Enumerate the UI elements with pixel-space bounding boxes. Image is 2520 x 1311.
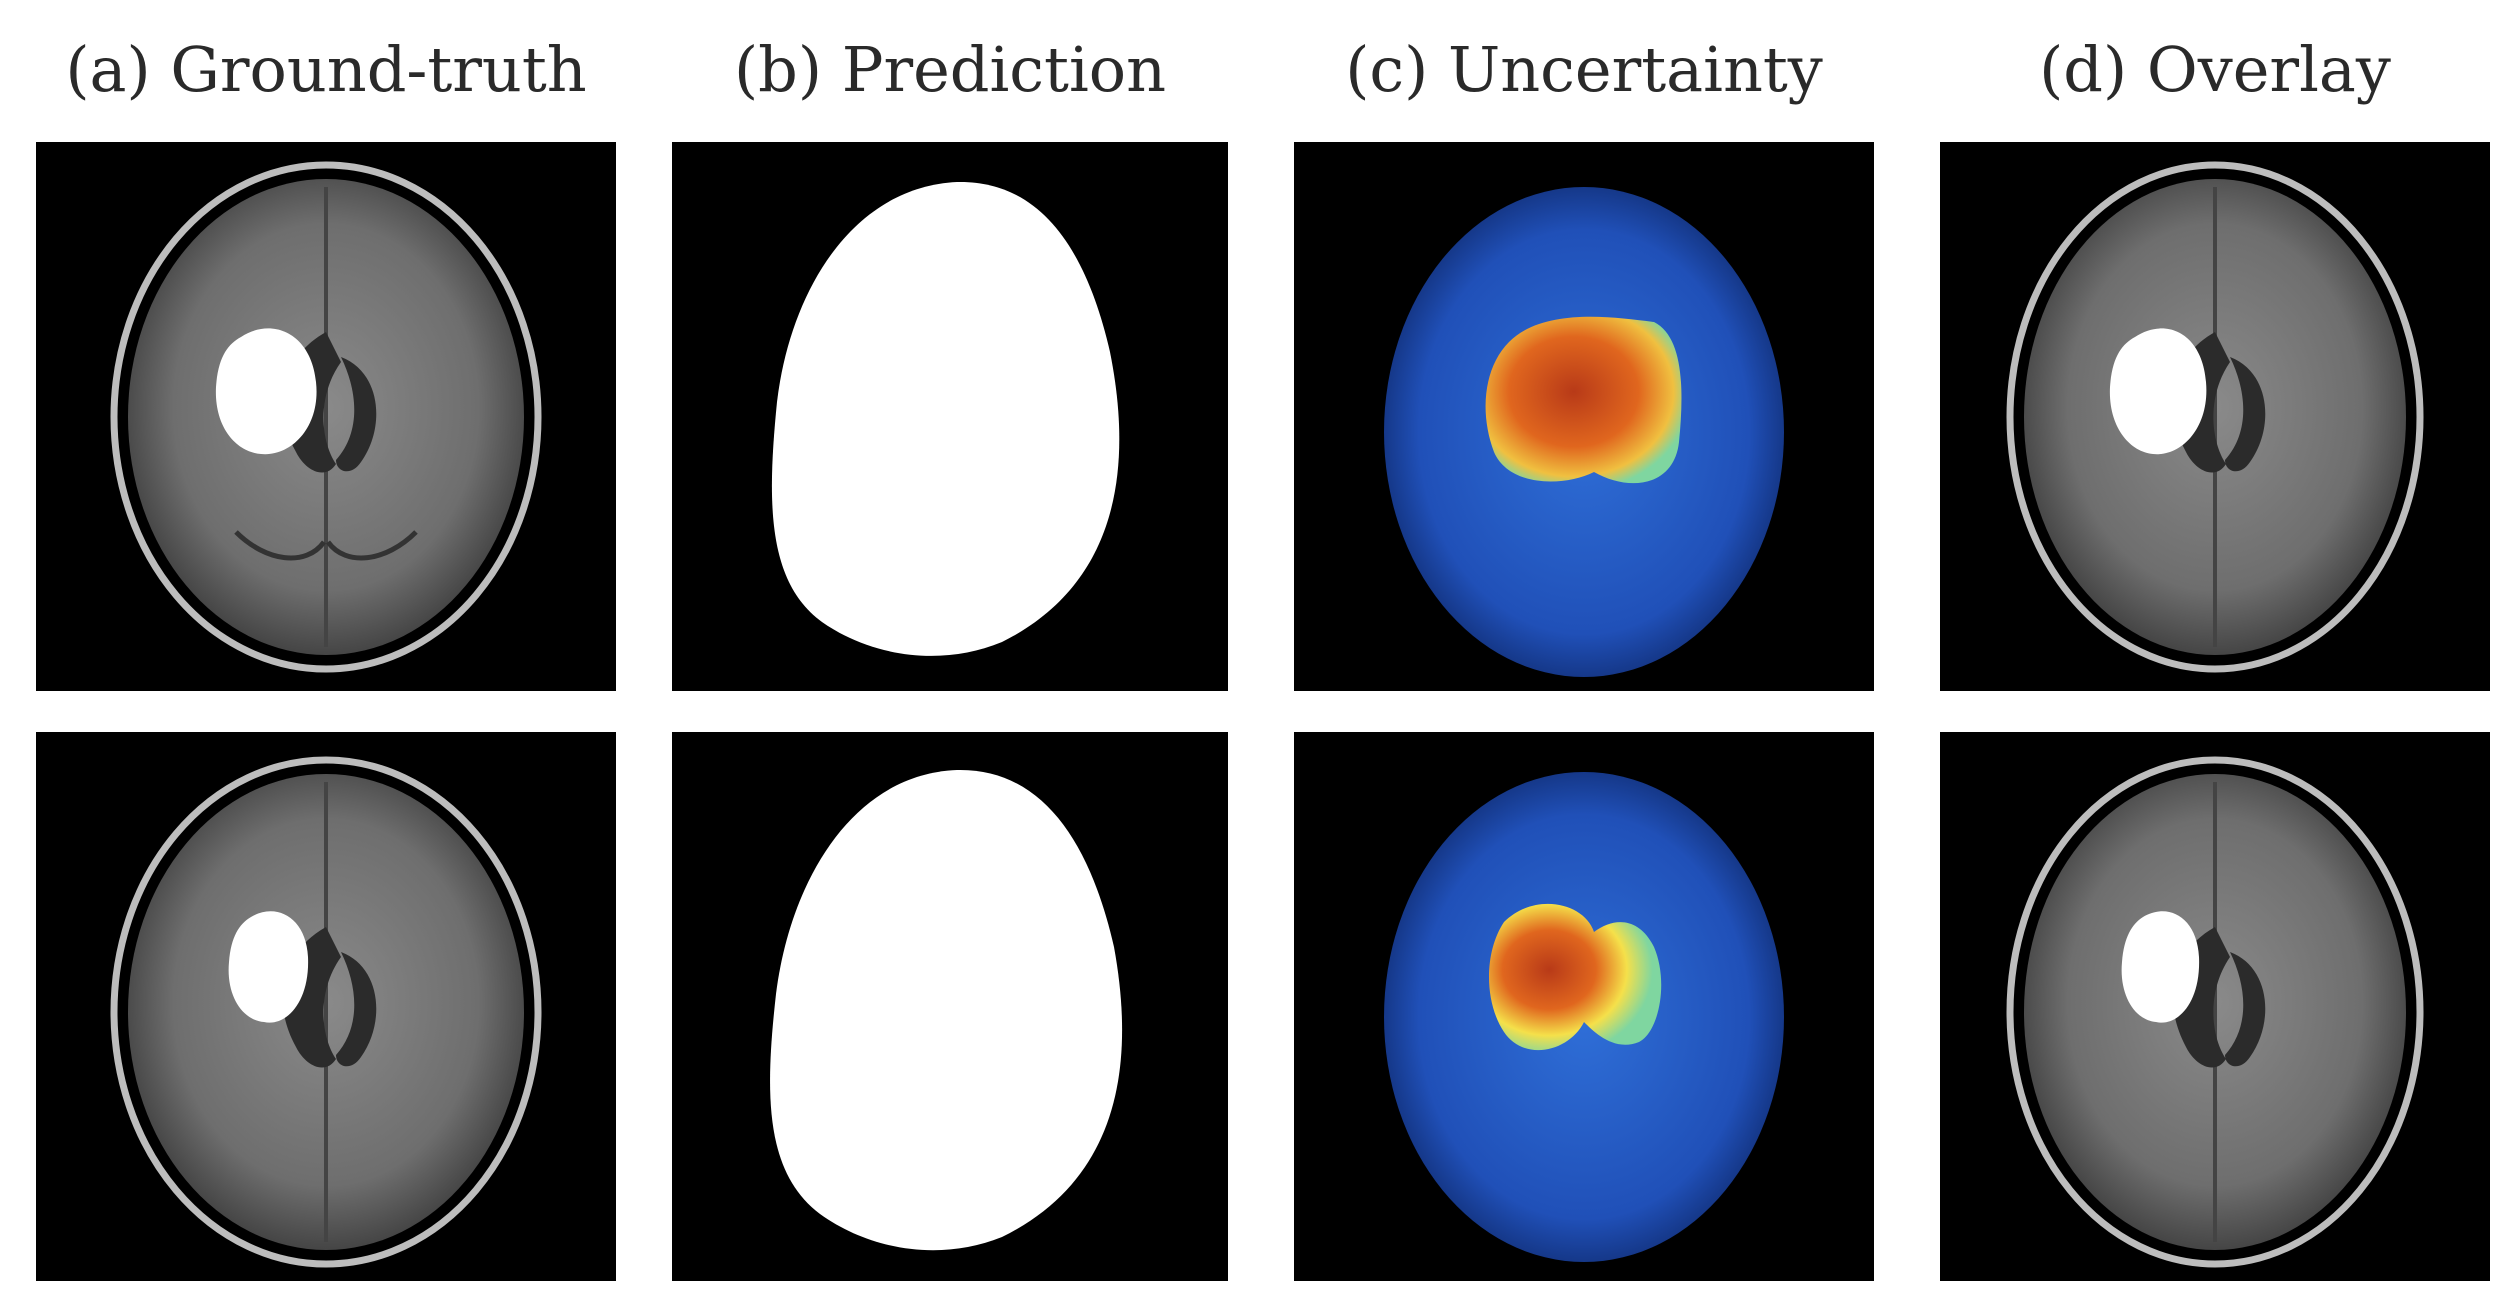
column-title-ground-truth: (a) Ground-truth <box>65 33 587 106</box>
tumor-mask <box>215 328 317 455</box>
prediction-mask-row-1 <box>672 142 1228 691</box>
ground-truth-image-row-1 <box>36 142 616 691</box>
brain-mri-scan <box>2006 756 2424 1268</box>
tumor-mask <box>228 911 309 1023</box>
column-title-uncertainty: (c) Uncertainty <box>1345 33 1823 106</box>
brain-mri-scan <box>2006 161 2424 673</box>
high-uncertainty-region <box>1485 316 1682 484</box>
brain-mri-scan <box>110 756 542 1268</box>
brain-mri-scan <box>110 161 542 673</box>
column-title-overlay: (d) Overlay <box>2039 33 2391 106</box>
predicted-brain-mask <box>771 181 1120 656</box>
uncertainty-map-row-1 <box>1294 142 1874 691</box>
prediction-mask-row-2 <box>672 732 1228 1281</box>
overlay-image-row-1 <box>1940 142 2490 691</box>
tumor-mask <box>2121 911 2200 1023</box>
column-title-prediction: (b) Prediction <box>733 33 1167 106</box>
overlay-image-row-2 <box>1940 732 2490 1281</box>
ground-truth-image-row-2 <box>36 732 616 1281</box>
tumor-mask <box>2109 328 2207 455</box>
predicted-brain-mask <box>770 769 1123 1251</box>
high-uncertainty-region <box>1489 903 1662 1051</box>
uncertainty-map-row-2 <box>1294 732 1874 1281</box>
